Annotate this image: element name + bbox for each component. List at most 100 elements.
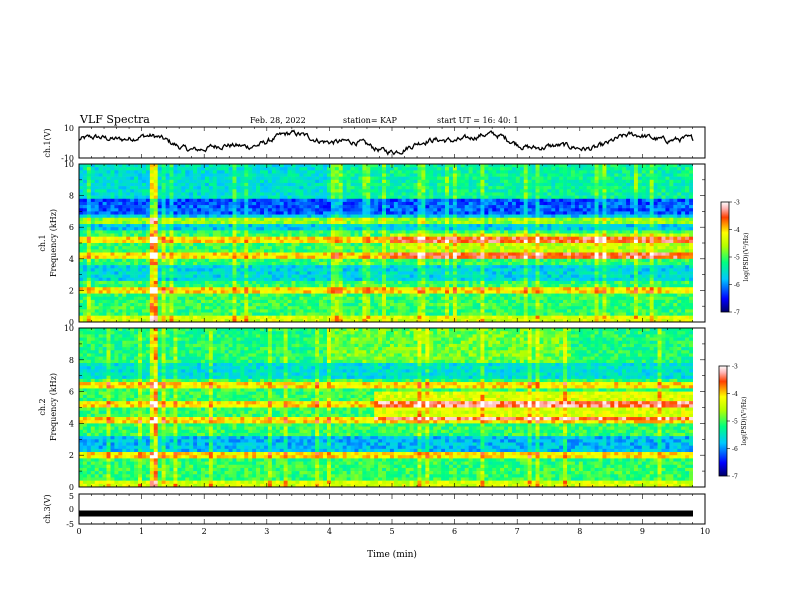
spectrogram-cell bbox=[389, 265, 395, 269]
spectrogram-cell bbox=[220, 303, 225, 307]
spectrogram-cell bbox=[252, 239, 257, 244]
spectrogram-cell bbox=[130, 211, 135, 215]
spectrogram-cell bbox=[165, 312, 170, 316]
spectrogram-cell bbox=[189, 265, 194, 269]
spectrogram-cell bbox=[126, 261, 131, 266]
spectrogram-cell bbox=[157, 312, 162, 316]
spectrogram-cell bbox=[86, 309, 92, 313]
spectrogram-cell bbox=[94, 309, 99, 313]
spectrogram-cell bbox=[275, 230, 281, 234]
spectrogram-cell bbox=[228, 252, 233, 256]
spectrogram-cell bbox=[460, 246, 466, 250]
spectrogram-cell bbox=[177, 312, 182, 316]
spectrogram-cell bbox=[193, 268, 198, 272]
spectrogram-cell bbox=[358, 277, 363, 282]
spectrogram-cell bbox=[338, 214, 344, 219]
spectrogram-cell bbox=[181, 303, 186, 307]
spectrogram-cell bbox=[212, 261, 218, 266]
spectrogram-cell bbox=[185, 201, 190, 206]
spectrogram-cell bbox=[350, 265, 355, 269]
spectrogram-cell bbox=[413, 268, 418, 272]
spectrogram-cell bbox=[271, 268, 277, 272]
spectrogram-cell bbox=[267, 195, 273, 200]
spectrogram-cell bbox=[413, 239, 418, 244]
spectrogram-cell bbox=[354, 284, 359, 288]
spectrogram-cell bbox=[181, 315, 186, 320]
spectrogram-cell bbox=[263, 164, 269, 168]
spectrogram-cell bbox=[299, 205, 304, 209]
spectrogram-cell bbox=[141, 243, 147, 247]
spectrogram-cell bbox=[157, 239, 162, 244]
spectrogram-cell bbox=[307, 293, 312, 298]
spectrogram-cell bbox=[386, 214, 391, 219]
spectrogram-cell bbox=[138, 167, 143, 171]
spectrogram-cell bbox=[315, 214, 320, 219]
spectrogram-cell bbox=[106, 258, 111, 263]
spectrogram-cell bbox=[342, 224, 347, 228]
spectrogram-cell bbox=[397, 173, 403, 177]
spectrogram-cell bbox=[291, 296, 296, 301]
spectrogram-cell bbox=[374, 220, 379, 225]
spectrogram-cell bbox=[102, 271, 107, 275]
spectrogram-cell bbox=[204, 198, 210, 203]
spectrogram-cell bbox=[295, 211, 300, 215]
spectrogram-cell bbox=[153, 195, 159, 200]
spectrogram-cell bbox=[102, 198, 107, 203]
spectrogram-cell bbox=[228, 208, 233, 212]
spectrogram-cell bbox=[216, 293, 221, 298]
spectrogram-cell bbox=[445, 261, 450, 266]
spectrogram-cell bbox=[189, 318, 194, 323]
spectrogram-cell bbox=[82, 265, 88, 269]
spectrogram-cell bbox=[126, 220, 131, 225]
spectrogram-cell bbox=[220, 312, 225, 316]
spectrogram-cell bbox=[295, 246, 300, 250]
spectrogram-cell bbox=[338, 299, 344, 304]
spectrogram-cell bbox=[460, 261, 466, 266]
spectrogram-cell bbox=[350, 299, 355, 304]
spectrogram-cell bbox=[106, 189, 111, 193]
spectrogram-cell bbox=[82, 239, 88, 244]
spectrogram-cell bbox=[319, 318, 324, 323]
spectrogram-cell bbox=[161, 261, 166, 266]
spectrogram-cell bbox=[358, 246, 363, 250]
spectrogram-cell bbox=[275, 217, 281, 222]
spectrogram-cell bbox=[326, 173, 332, 177]
spectrogram-cell bbox=[173, 309, 178, 313]
spectrogram-cell bbox=[338, 236, 344, 241]
spectrogram-cell bbox=[141, 290, 147, 294]
spectrogram-cell bbox=[456, 303, 462, 307]
spectrogram-cell bbox=[130, 236, 135, 241]
spectrogram-cell bbox=[212, 227, 218, 231]
spectrogram-cell bbox=[437, 230, 442, 234]
spectrogram-cell bbox=[295, 198, 300, 203]
spectrogram-cell bbox=[122, 179, 127, 184]
spectrogram-cell bbox=[208, 217, 214, 222]
spectrogram-cell bbox=[153, 255, 159, 260]
spectrogram-cell bbox=[189, 299, 194, 304]
spectrogram-cell bbox=[299, 246, 304, 250]
spectrogram-cell bbox=[291, 173, 296, 177]
spectrogram-cell bbox=[149, 265, 155, 269]
spectrogram-cell bbox=[212, 306, 218, 310]
spectrogram-cell bbox=[283, 249, 288, 253]
spectrogram-cell bbox=[354, 277, 359, 282]
spectrogram-cell bbox=[358, 315, 363, 320]
spectrogram-cell bbox=[228, 249, 233, 253]
spectrogram-cell bbox=[90, 230, 96, 234]
spectrogram-cell bbox=[141, 182, 147, 187]
spectrogram-cell bbox=[326, 227, 332, 231]
spectrogram-cell bbox=[413, 236, 418, 241]
spectrogram-cell bbox=[134, 239, 139, 244]
spectrogram-cell bbox=[401, 211, 406, 215]
spectrogram-cell bbox=[240, 164, 245, 168]
spectrogram-cell bbox=[460, 170, 466, 174]
spectrogram-cell bbox=[374, 189, 379, 193]
spectrogram-cell bbox=[185, 195, 190, 200]
spectrogram-cell bbox=[201, 233, 206, 237]
spectrogram-cell bbox=[141, 211, 147, 215]
spectrogram-cell bbox=[267, 255, 273, 260]
spectrogram-cell bbox=[153, 239, 159, 244]
spectrogram-cell bbox=[236, 192, 241, 196]
spectrogram-cell bbox=[311, 306, 316, 310]
spectrogram-cell bbox=[130, 192, 135, 196]
